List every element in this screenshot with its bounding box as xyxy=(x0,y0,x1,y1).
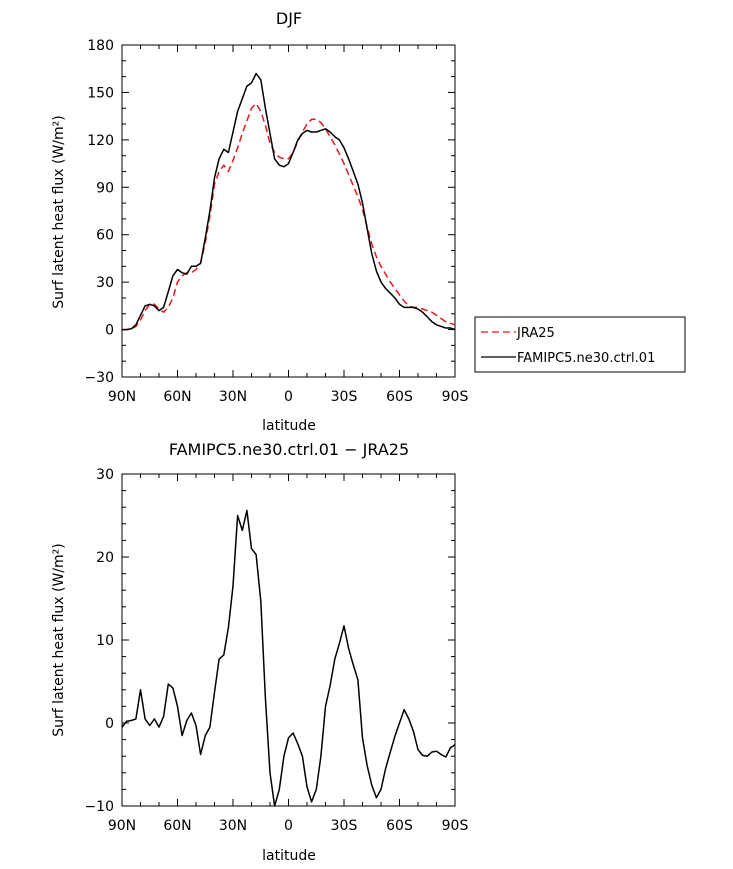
bottom-plot-frame xyxy=(121,473,456,807)
bottom-series-line-difference xyxy=(121,509,456,807)
top-ytick-label: 0 xyxy=(105,323,114,339)
top-xtick-label: 60S xyxy=(386,389,413,405)
bottom-xtick-label: 60S xyxy=(386,818,413,834)
bottom-xtick-label: 30N xyxy=(219,818,247,834)
legend: JRA25 FAMIPC5.ne30.ctrl.01 xyxy=(474,316,686,373)
top-panel: DJF Surf latent heat flux (W/m²) latitud… xyxy=(51,9,468,434)
top-ytick-label: 30 xyxy=(96,275,114,291)
bottom-ytick-label: 30 xyxy=(96,467,114,483)
bottom-panel-ylabel: Surf latent heat flux (W/m²) xyxy=(51,543,67,736)
legend-box xyxy=(474,316,686,373)
top-ytick-label: −30 xyxy=(84,370,114,386)
top-panel-ylabel: Surf latent heat flux (W/m²) xyxy=(51,115,67,308)
top-xtick-label: 30S xyxy=(331,389,358,405)
bottom-ytick-label: 20 xyxy=(96,550,114,566)
bottom-panel-plot: −10 0 10 20 30 90N 60N 30N 0 30S 60S 90S xyxy=(84,467,468,834)
top-panel-plot: −30 0 30 60 90 120 150 180 90N 60N 30N 0 30S 60S 90S xyxy=(84,38,468,405)
bottom-ytick-label: 10 xyxy=(96,633,114,649)
bottom-ytick-label: 0 xyxy=(105,716,114,732)
bottom-panel: FAMIPC5.ne30.ctrl.01 − JRA25 Surf latent… xyxy=(51,440,468,864)
bottom-xtick-label: 60N xyxy=(163,818,191,834)
top-panel-title: DJF xyxy=(276,9,302,28)
bottom-xtick-label: 30S xyxy=(331,818,358,834)
top-ytick-label: 180 xyxy=(87,38,114,54)
top-xtick-label: 60N xyxy=(163,389,191,405)
legend-label-famipc5: FAMIPC5.ne30.ctrl.01 xyxy=(517,351,655,366)
bottom-ytick-label: −10 xyxy=(84,799,114,815)
bottom-xtick-label: 0 xyxy=(284,818,293,834)
bottom-xtick-label: 90N xyxy=(108,818,136,834)
bottom-panel-title: FAMIPC5.ne30.ctrl.01 − JRA25 xyxy=(169,440,409,459)
top-xtick-label: 90S xyxy=(442,389,469,405)
top-xtick-label: 30N xyxy=(219,389,247,405)
top-plot-frame xyxy=(121,44,456,378)
top-ytick-label: 60 xyxy=(96,228,114,244)
top-ytick-label: 150 xyxy=(87,85,114,101)
legend-label-jra25: JRA25 xyxy=(516,326,555,341)
top-panel-xlabel: latitude xyxy=(262,418,316,434)
top-series-line-famipc5-ne30-ctrl-01 xyxy=(122,72,456,331)
bottom-panel-xlabel: latitude xyxy=(262,848,316,864)
top-series-line-jra25 xyxy=(122,102,456,331)
bottom-xtick-label: 90S xyxy=(442,818,469,834)
top-xtick-label: 90N xyxy=(108,389,136,405)
top-ytick-label: 120 xyxy=(87,133,114,149)
top-xtick-label: 0 xyxy=(284,389,293,405)
top-ytick-label: 90 xyxy=(96,180,114,196)
